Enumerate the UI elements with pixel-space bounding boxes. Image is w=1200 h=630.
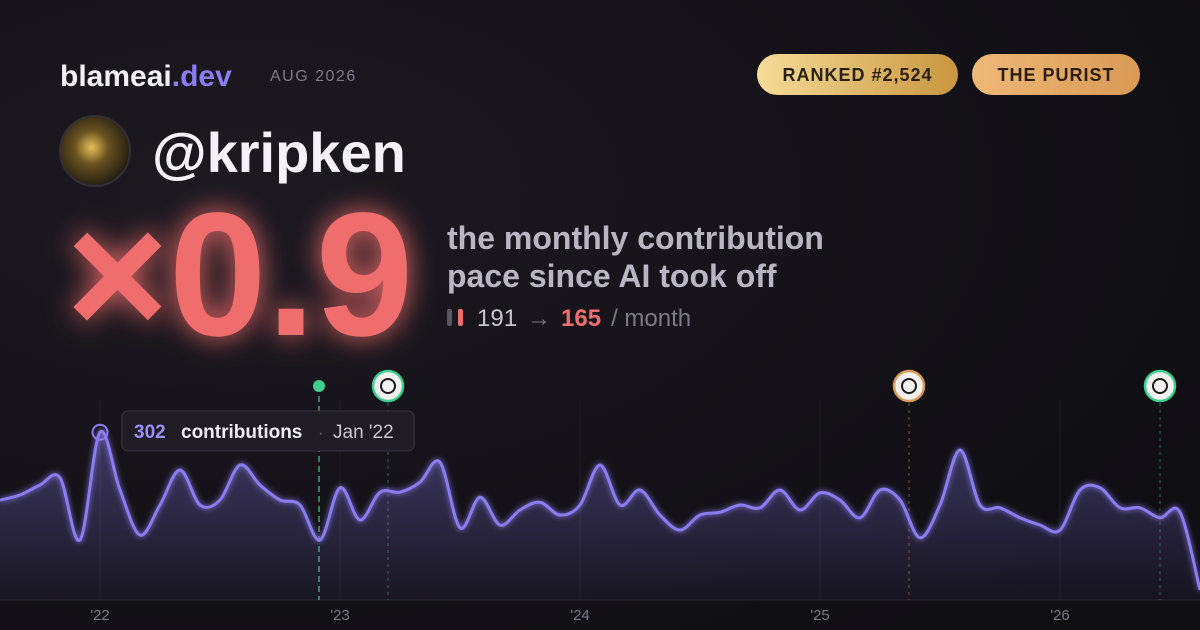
handle: @kripken bbox=[152, 121, 406, 184]
tooltip-separator: · bbox=[318, 425, 323, 442]
period: AUG 2026 bbox=[270, 68, 357, 85]
brand-tld: .dev bbox=[172, 60, 232, 93]
x-tick-label: '25 bbox=[810, 607, 830, 624]
event-icon-glyph bbox=[380, 378, 396, 394]
x-tick-label: '23 bbox=[330, 607, 350, 624]
event-icon bbox=[371, 369, 405, 403]
x-tick-label: '26 bbox=[1050, 607, 1070, 624]
pace-icon bbox=[447, 309, 452, 326]
brand: blameai.dev bbox=[60, 60, 232, 93]
tooltip-box bbox=[121, 410, 415, 452]
multiplier: ×0.9 bbox=[66, 177, 413, 373]
pace-arrow: → bbox=[527, 305, 551, 332]
event-icon bbox=[892, 369, 926, 403]
avatar bbox=[59, 115, 131, 187]
chart: '22 '23 '24 '25 '26 302 contributions · Jan '22 bbox=[0, 369, 1200, 624]
badge bbox=[757, 54, 958, 95]
badge-label: THE PURIST bbox=[997, 65, 1114, 85]
area-line bbox=[0, 429, 1200, 591]
badge-label: RANKED #2,524 bbox=[782, 65, 932, 85]
event-icon bbox=[1143, 369, 1177, 403]
pace-before: 191 bbox=[477, 305, 517, 332]
pace-unit: / month bbox=[611, 305, 691, 332]
pace-icon bbox=[458, 309, 463, 326]
badge bbox=[972, 54, 1140, 95]
event-icon-glyph bbox=[901, 378, 917, 394]
peak-marker bbox=[91, 423, 109, 441]
tooltip-value: 302 bbox=[134, 422, 166, 443]
x-tick-label: '24 bbox=[570, 607, 590, 624]
description: pace since AI took off bbox=[447, 258, 777, 294]
event-dot bbox=[313, 380, 325, 392]
pace-after: 165 bbox=[561, 305, 601, 332]
x-tick-label: '22 bbox=[90, 607, 110, 624]
event-icon-glyph bbox=[1152, 378, 1168, 394]
pace: 191 → 165 / month bbox=[477, 305, 691, 332]
tooltip-label: contributions bbox=[181, 422, 302, 443]
description: the monthly contribution bbox=[447, 220, 824, 256]
tooltip-date: Jan '22 bbox=[333, 422, 394, 443]
area-fill bbox=[0, 431, 1200, 600]
brand-name: blameai bbox=[60, 60, 172, 93]
